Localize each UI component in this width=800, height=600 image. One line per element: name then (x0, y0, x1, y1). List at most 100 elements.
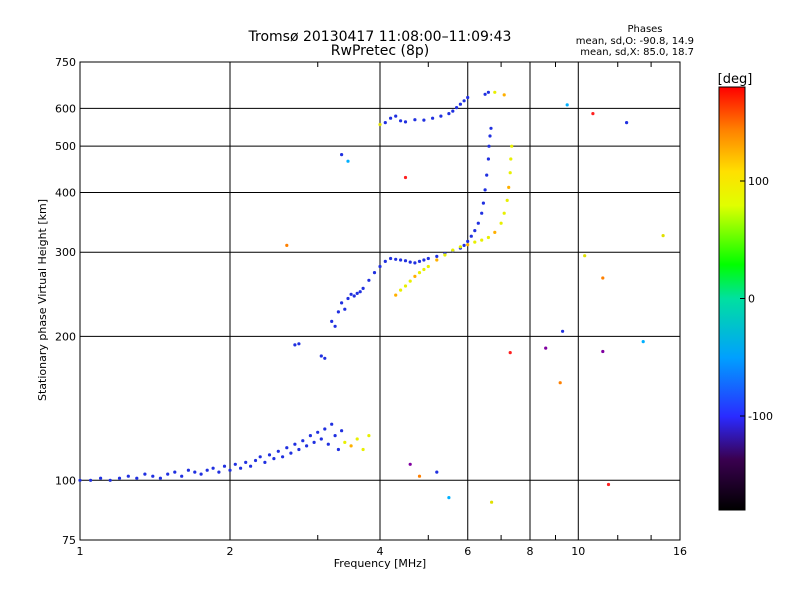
data-point (462, 243, 466, 247)
data-point (272, 457, 276, 461)
data-point (561, 329, 565, 333)
data-point (483, 188, 487, 192)
data-point (403, 120, 408, 124)
colorbar-tick-label: 0 (748, 293, 755, 306)
data-point (285, 446, 289, 450)
data-point (508, 171, 512, 175)
data-point (499, 221, 503, 225)
data-points (78, 90, 665, 504)
data-point (485, 173, 489, 177)
data-point (426, 264, 430, 269)
data-point (443, 253, 447, 257)
y-tick-label: 400 (55, 186, 76, 199)
data-point (367, 434, 371, 438)
data-point (473, 240, 477, 244)
data-point (493, 90, 497, 94)
data-point (372, 271, 377, 275)
data-point (89, 478, 93, 482)
data-point (565, 103, 569, 107)
data-point (158, 476, 162, 480)
data-point (625, 121, 629, 125)
phase-heading: Phases (627, 24, 662, 35)
data-point (263, 460, 267, 464)
data-point (336, 447, 340, 452)
data-point (267, 453, 272, 457)
data-point (413, 261, 417, 265)
data-point (383, 121, 387, 125)
data-point (606, 482, 611, 487)
data-point (508, 351, 512, 355)
data-point (394, 257, 398, 261)
data-point (358, 290, 362, 294)
data-point (340, 301, 344, 305)
y-tick-label: 500 (55, 140, 76, 153)
data-point (143, 472, 147, 476)
data-point (489, 126, 493, 130)
data-point (239, 466, 243, 470)
data-point (389, 116, 393, 120)
data-point (502, 211, 506, 215)
data-point (641, 340, 645, 344)
colorbar-label: [deg] (718, 72, 753, 87)
data-point (301, 439, 305, 443)
data-point (258, 455, 262, 459)
data-point (323, 427, 327, 431)
data-point (319, 354, 323, 358)
y-tick-label: 750 (55, 56, 76, 69)
data-point (473, 229, 477, 233)
data-point (323, 356, 327, 360)
data-point (488, 134, 492, 138)
x-tick-label: 2 (227, 545, 234, 558)
data-point (222, 464, 227, 468)
data-point (352, 294, 356, 298)
colorbar-ticks: 100 0 -100 (740, 175, 773, 423)
data-point (507, 185, 511, 189)
data-point (333, 434, 337, 438)
data-point (408, 260, 412, 264)
data-point (312, 440, 316, 444)
y-tick-label: 300 (55, 246, 76, 259)
data-point (455, 106, 459, 110)
data-point (378, 122, 382, 127)
data-point (173, 470, 177, 474)
data-point (211, 466, 215, 470)
data-point (661, 234, 665, 238)
data-point (486, 235, 490, 240)
x-tick-label: 16 (673, 545, 687, 558)
data-point (276, 449, 280, 453)
x-tick-label: 1 (77, 545, 84, 558)
colorbar-tick-label: 100 (748, 175, 769, 188)
data-point (293, 442, 297, 446)
data-point (293, 343, 297, 347)
data-point (408, 462, 412, 466)
data-point (509, 157, 513, 161)
data-point (601, 276, 605, 280)
x-tick-label: 4 (377, 545, 384, 558)
chart-title: Tromsø 20130417 11:08:00–11:09:43 (248, 29, 512, 45)
data-point (180, 474, 184, 478)
data-point (413, 274, 417, 278)
data-point (558, 381, 562, 385)
data-point (126, 474, 130, 478)
data-point (316, 430, 320, 434)
chart-subtitle: RwPretec (8p) (331, 43, 429, 59)
data-point (601, 349, 605, 354)
data-point (346, 159, 350, 163)
data-point (99, 476, 103, 480)
data-point (399, 288, 403, 292)
data-point (483, 92, 487, 96)
data-point (108, 478, 112, 482)
data-point (297, 342, 301, 346)
data-point (422, 258, 426, 262)
data-point (346, 296, 350, 301)
data-point (367, 278, 371, 282)
data-point (333, 324, 337, 328)
data-point (481, 201, 485, 205)
data-point (361, 447, 365, 452)
data-point (403, 175, 408, 180)
colorbar-tick-label: -100 (748, 410, 773, 423)
data-point (394, 293, 398, 297)
data-point (340, 153, 344, 157)
y-tick-label: 200 (55, 330, 76, 343)
